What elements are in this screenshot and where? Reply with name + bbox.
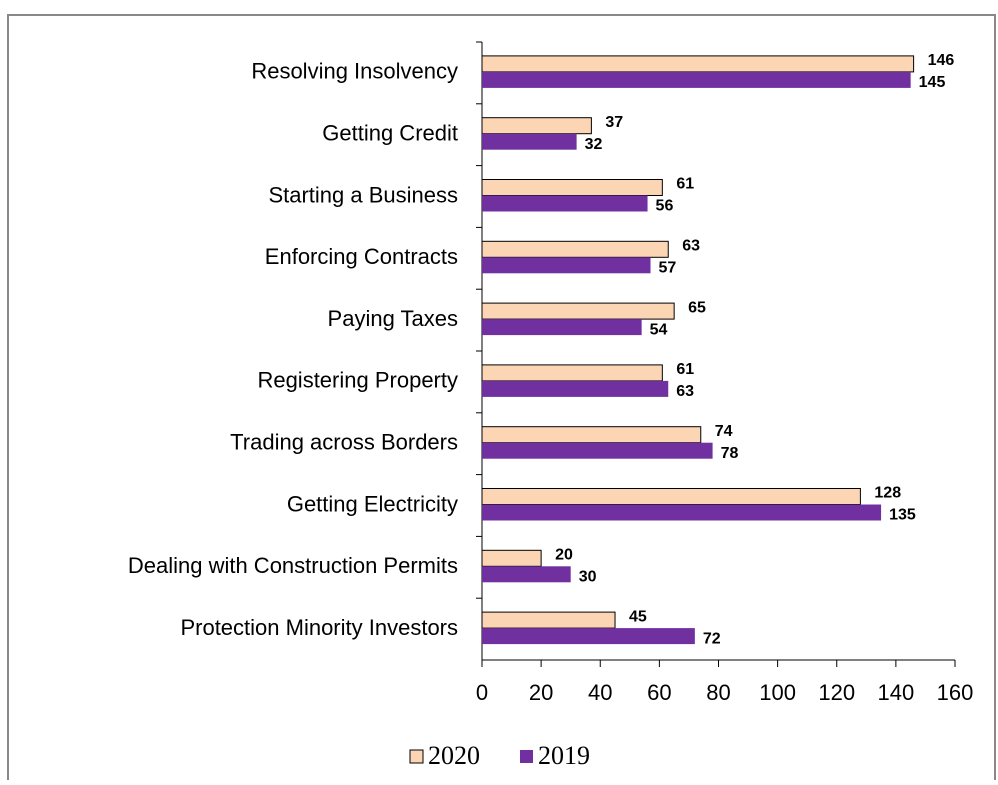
value-label: 63 — [682, 238, 700, 255]
y-tick-label: Protection Minority Investors — [180, 615, 458, 640]
bar — [481, 240, 669, 258]
value-label: 146 — [928, 52, 955, 69]
legend-swatch — [409, 749, 424, 764]
y-tick-label: Registering Property — [257, 368, 458, 393]
bar — [481, 179, 663, 196]
value-label: 54 — [650, 321, 668, 338]
value-label: 145 — [919, 74, 946, 91]
bar — [481, 611, 616, 629]
legend-swatch — [520, 750, 533, 763]
bar — [482, 628, 695, 645]
bar — [482, 504, 882, 521]
x-tick-label: 20 — [529, 680, 553, 705]
frame — [7, 14, 996, 780]
bar — [481, 364, 663, 382]
value-label: 65 — [688, 299, 706, 316]
x-tick-label: 80 — [706, 680, 730, 705]
bar — [481, 426, 702, 444]
value-label: 32 — [585, 136, 603, 153]
value-label: 135 — [889, 507, 916, 524]
x-tick-label: 0 — [476, 680, 488, 705]
y-tick-label: Getting Credit — [322, 121, 458, 146]
value-label: 72 — [703, 630, 721, 647]
x-tick-label: 140 — [878, 680, 915, 705]
bar — [482, 71, 911, 88]
value-label: 74 — [715, 423, 733, 440]
bar — [482, 257, 651, 274]
bar — [481, 55, 915, 73]
bar — [482, 380, 669, 397]
bar — [481, 302, 675, 320]
value-label: 37 — [605, 114, 623, 131]
value-label: 61 — [676, 361, 694, 378]
y-tick-label: Enforcing Contracts — [265, 244, 458, 269]
value-label: 57 — [659, 260, 677, 277]
x-tick-label: 60 — [647, 680, 671, 705]
bar — [481, 549, 542, 567]
y-tick-label: Resolving Insolvency — [251, 59, 458, 84]
x-tick-label: 160 — [937, 680, 974, 705]
bar — [482, 442, 713, 459]
x-tick-label: 40 — [588, 680, 612, 705]
y-tick-label: Starting a Business — [268, 182, 458, 207]
bar — [482, 133, 577, 150]
value-label: 30 — [579, 569, 597, 586]
bar — [482, 195, 648, 212]
bar — [482, 319, 642, 336]
y-tick-label: Dealing with Construction Permits — [128, 553, 458, 578]
value-label: 78 — [721, 445, 739, 462]
x-tick-label: 120 — [818, 680, 855, 705]
bar — [481, 488, 861, 505]
value-label: 61 — [676, 176, 694, 193]
value-label: 20 — [555, 547, 573, 564]
y-tick-label: Paying Taxes — [328, 306, 458, 331]
legend-label: 2019 — [538, 741, 590, 770]
value-label: 128 — [874, 485, 901, 502]
value-label: 63 — [676, 383, 694, 400]
bar — [481, 117, 592, 135]
legend-label: 2020 — [428, 741, 480, 770]
x-tick-label: 100 — [759, 680, 796, 705]
bar — [482, 566, 571, 583]
value-label: 56 — [656, 198, 674, 215]
value-label: 45 — [629, 608, 647, 625]
y-tick-label: Trading across Borders — [230, 430, 458, 455]
y-tick-label: Getting Electricity — [287, 491, 458, 516]
